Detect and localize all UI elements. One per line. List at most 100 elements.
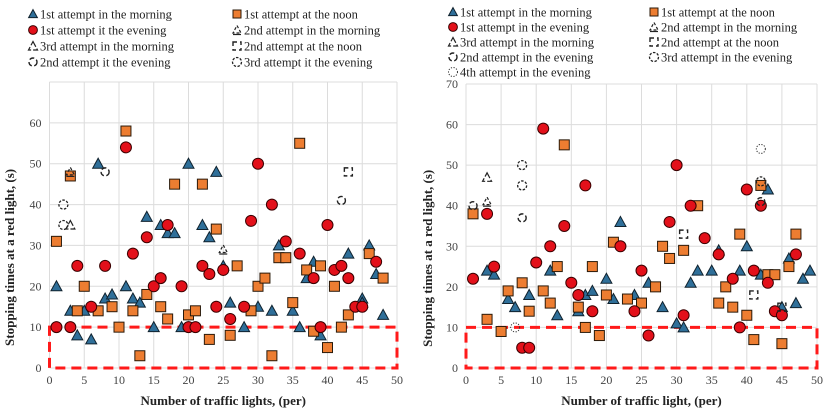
data-point xyxy=(343,167,354,177)
circle-marker xyxy=(307,272,320,285)
data-point xyxy=(64,321,77,334)
y-tick-label: 50 xyxy=(30,157,42,171)
data-point xyxy=(677,309,690,322)
square-marker xyxy=(649,7,659,17)
circle-marker xyxy=(50,321,63,334)
x-tick-label: 35 xyxy=(287,373,299,387)
circle-marker xyxy=(740,183,753,196)
legend-marker xyxy=(448,67,458,77)
square-marker xyxy=(776,338,788,350)
triangle-marker xyxy=(586,284,599,296)
dashed-circle-marker xyxy=(756,196,766,207)
data-point xyxy=(586,305,599,318)
data-point xyxy=(231,260,243,272)
data-point xyxy=(482,195,493,207)
x-axis-label: Number of traffic lights, (per) xyxy=(141,393,306,408)
circle-marker xyxy=(754,199,767,212)
legend-marker xyxy=(649,7,659,17)
x-tick-label: 5 xyxy=(498,373,504,387)
data-point xyxy=(481,171,493,182)
highlight-region-box xyxy=(48,325,399,370)
square-marker xyxy=(224,329,236,341)
circle-marker xyxy=(677,309,690,322)
data-point xyxy=(210,300,223,313)
dotted-circle-marker xyxy=(755,176,766,187)
square-marker xyxy=(748,334,760,346)
legend-marker xyxy=(649,21,659,33)
triangle-marker xyxy=(196,218,209,230)
legend-label: 2nd attempt in the morning xyxy=(244,24,381,38)
legend-marker xyxy=(448,22,458,32)
data-point xyxy=(265,198,278,211)
triangle-marker xyxy=(522,288,536,300)
triangle-marker xyxy=(342,247,355,259)
data-point xyxy=(196,218,209,230)
circle-marker xyxy=(279,235,292,248)
circle-marker xyxy=(586,305,599,318)
data-point xyxy=(217,263,230,276)
y-axis-label: Stopping times at a red light, (s) xyxy=(420,170,435,347)
circle-marker xyxy=(217,263,230,276)
data-point xyxy=(106,301,118,313)
y-tick-label: 0 xyxy=(36,361,42,375)
dashed-triangle-marker xyxy=(482,195,493,206)
data-point xyxy=(502,285,514,297)
triangle-marker xyxy=(733,264,747,276)
square-marker xyxy=(544,297,556,309)
square-marker xyxy=(210,223,222,235)
triangle-marker xyxy=(168,226,181,239)
circle-marker xyxy=(28,25,38,35)
data-point xyxy=(684,276,697,288)
circle-marker xyxy=(635,264,648,277)
data-point xyxy=(614,215,627,227)
square-marker xyxy=(678,244,690,256)
x-tick-label: 45 xyxy=(776,373,788,387)
data-point xyxy=(733,321,746,334)
triangle-marker xyxy=(126,292,140,304)
legend: 1st attempt in the morning 1st attempt it… xyxy=(27,0,397,70)
triangle-marker xyxy=(656,300,669,313)
data-point xyxy=(572,288,585,301)
dashed-square-marker xyxy=(232,41,242,51)
data-point xyxy=(517,180,528,191)
data-point xyxy=(657,240,669,252)
series-circle-dotted xyxy=(517,159,766,191)
data-point xyxy=(266,350,278,362)
data-point xyxy=(586,261,598,273)
triangle-marker xyxy=(376,308,390,320)
square-marker xyxy=(572,301,584,313)
circle-marker xyxy=(245,214,258,227)
right-chart: 0 5 10 15 20 25 30 35 40 45 50 0 10 20 30 40 50 60 70 Numbe… xyxy=(420,0,823,408)
legend-item: 1st attempt at the noon xyxy=(232,8,359,22)
square-marker xyxy=(342,309,354,321)
triangle-marker xyxy=(140,210,154,222)
legend-label: 1st attempt in the morning xyxy=(460,6,593,20)
square-marker xyxy=(259,272,271,284)
data-point xyxy=(741,309,753,321)
data-point xyxy=(579,321,591,333)
dashed-circle-marker xyxy=(468,201,478,211)
x-tick-label: 50 xyxy=(811,373,823,387)
circle-marker xyxy=(140,231,153,244)
data-point xyxy=(537,122,550,135)
legend-item: 4th attempt in the evening xyxy=(448,66,591,80)
square-marker xyxy=(579,321,591,333)
square-marker xyxy=(266,350,278,362)
triangle-marker xyxy=(133,296,147,308)
triangle-marker xyxy=(796,272,810,284)
data-point xyxy=(64,219,76,230)
data-point xyxy=(467,208,479,220)
square-marker xyxy=(495,325,507,337)
data-point xyxy=(70,328,84,341)
dashed-square-marker xyxy=(749,290,759,300)
data-point xyxy=(712,248,725,261)
square-marker xyxy=(755,179,767,191)
dotted-circle-marker xyxy=(58,199,69,210)
circle-marker xyxy=(335,259,348,272)
data-point xyxy=(189,305,201,317)
data-point xyxy=(301,264,313,276)
dotted-circle-marker xyxy=(231,56,243,68)
x-tick-label: 25 xyxy=(636,373,648,387)
circle-marker xyxy=(558,220,571,232)
